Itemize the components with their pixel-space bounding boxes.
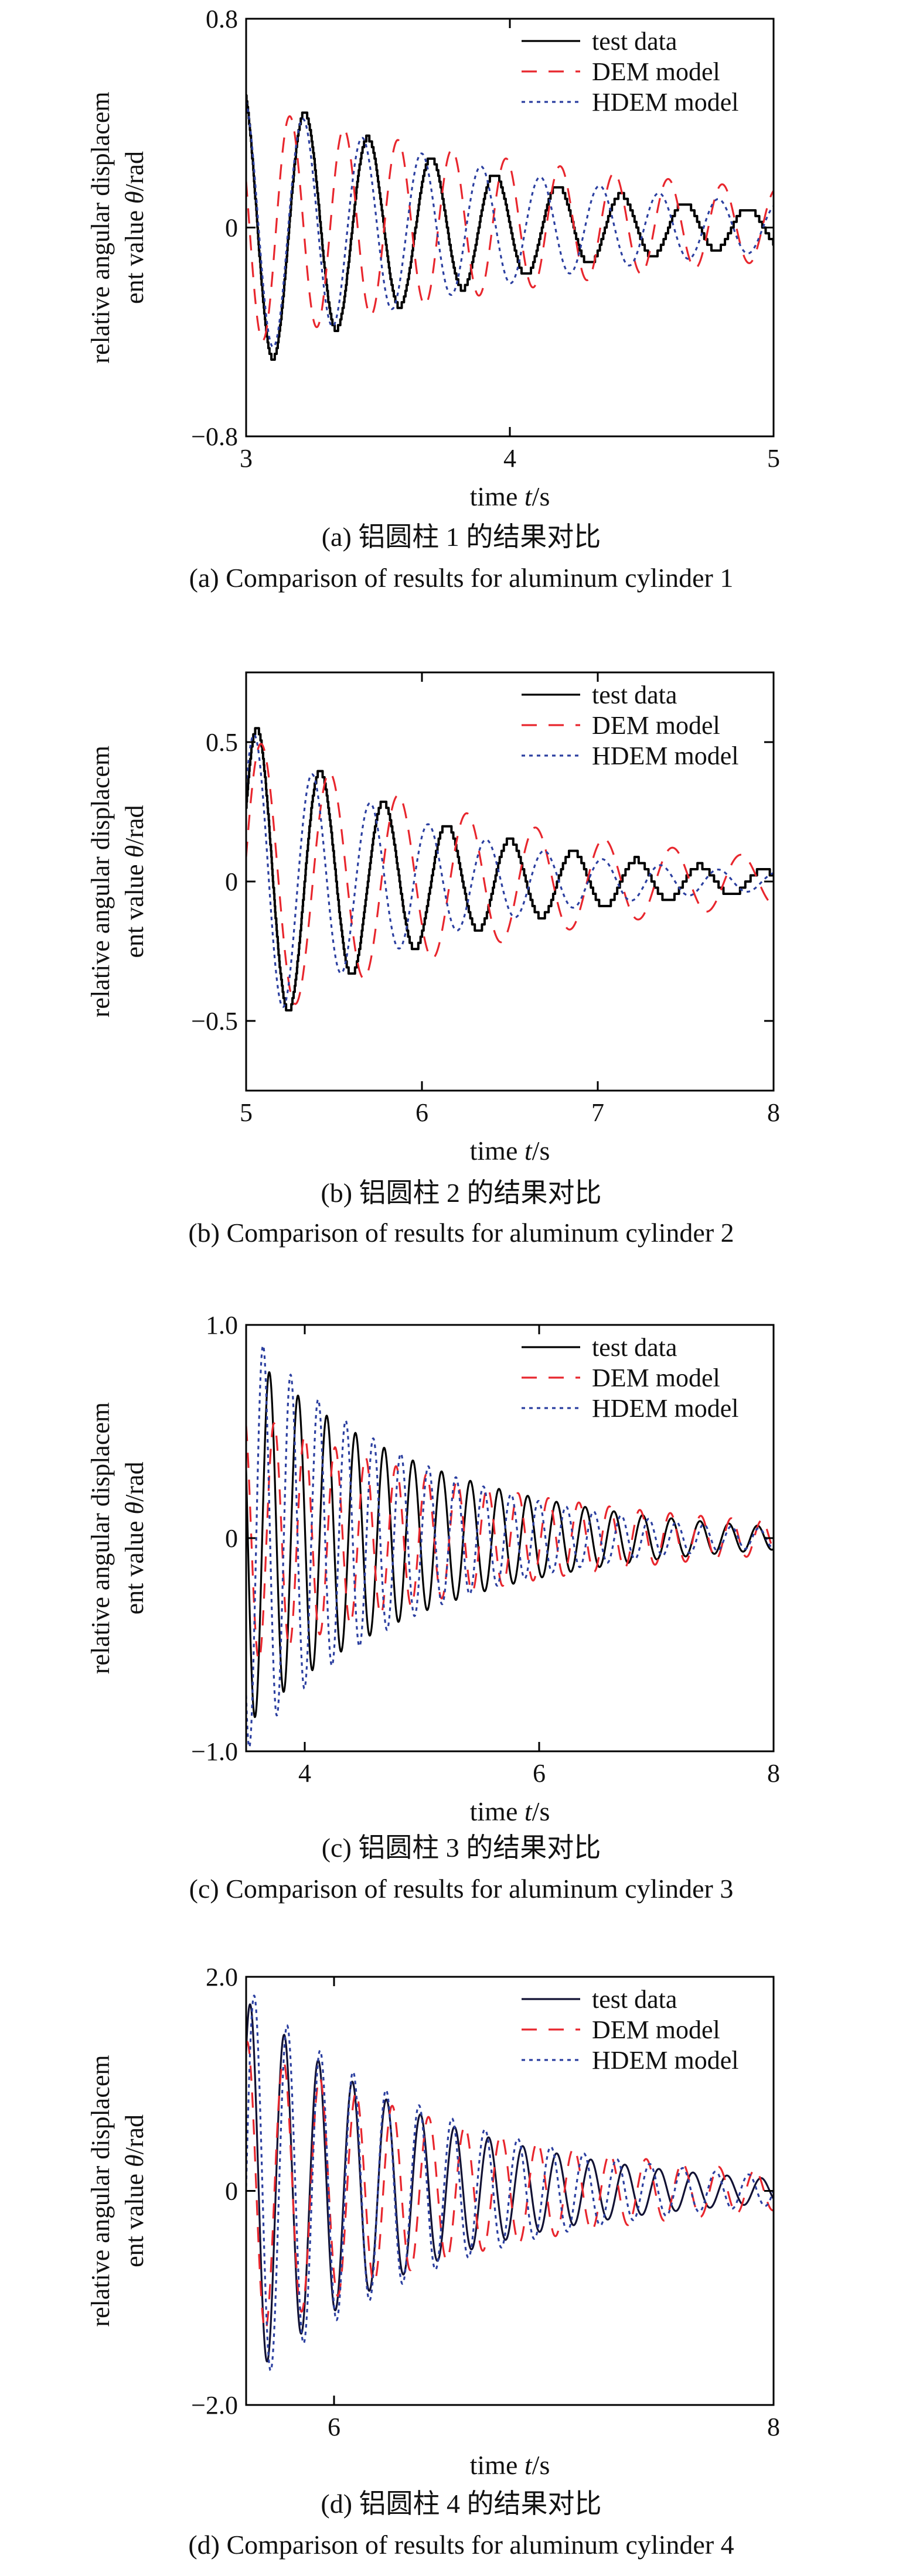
y-axis-label-line1: relative angular displacem	[86, 91, 115, 363]
series-line-hdem-model	[246, 733, 774, 1008]
series-group	[246, 727, 774, 1012]
chart-panel-4: 6 8 −2.0 0 2.0 time t/s relative angular displ…	[86, 1963, 780, 2560]
caption-english: (c) Comparison of results for aluminum c…	[189, 1874, 734, 1904]
y-axis-label-line2: ent value θ/rad	[120, 151, 149, 304]
chart-panel-3: 4 6 8 −1.0 0 1.0 time t/s relative angular disp…	[86, 1311, 780, 1904]
legend-label: test data	[592, 1333, 677, 1362]
caption-chinese: (d) 铝圆柱 4 的结果对比	[321, 2489, 601, 2519]
y-tick-label: 0	[225, 2177, 238, 2206]
series-line-hdem-model	[246, 1994, 774, 2372]
x-axis-label: time t/s	[470, 2450, 550, 2480]
chart-panel-2: 5 6 7 8 −0.5 0 0.5 time t/s relative angular dis…	[86, 671, 780, 1248]
series-line-test-data	[246, 94, 774, 361]
series-line-dem-model	[246, 743, 774, 1005]
x-tick-label: 3	[240, 444, 253, 473]
legend-label: test data	[592, 1985, 677, 2014]
x-axis-label: time t/s	[470, 1796, 550, 1826]
x-tick-label: 8	[767, 1098, 780, 1127]
series-line-test-data	[246, 1371, 774, 1719]
x-tick-label: 6	[533, 1759, 546, 1788]
caption-chinese: (a) 铝圆柱 1 的结果对比	[322, 522, 601, 552]
legend-label: HDEM model	[592, 2046, 739, 2075]
x-tick-label: 6	[415, 1098, 428, 1127]
y-axis-label-line2: ent value θ/rad	[120, 1461, 149, 1614]
legend-label: HDEM model	[592, 1394, 739, 1423]
x-tick-label: 8	[767, 2413, 780, 2441]
series-group	[246, 1344, 774, 1748]
y-tick-label: 1.0	[206, 1311, 238, 1340]
x-tick-label: 5	[240, 1098, 253, 1127]
y-tick-label: 0	[225, 1524, 238, 1553]
legend-label: HDEM model	[592, 742, 739, 770]
y-tick-label: −0.8	[191, 422, 238, 451]
caption-english: (b) Comparison of results for aluminum c…	[188, 1218, 734, 1248]
series-group	[246, 1994, 774, 2372]
caption-english: (a) Comparison of results for aluminum c…	[189, 563, 734, 593]
y-tick-label: 0.8	[206, 5, 238, 33]
y-tick-label: −1.0	[191, 1737, 238, 1766]
caption-chinese: (b) 铝圆柱 2 的结果对比	[321, 1178, 601, 1208]
x-tick-label: 7	[591, 1098, 604, 1127]
series-line-dem-model	[246, 2041, 774, 2331]
x-tick-label: 6	[328, 2413, 340, 2441]
legend-label: DEM model	[592, 2015, 720, 2044]
caption-chinese: (c) 铝圆柱 3 的结果对比	[322, 1833, 601, 1863]
y-axis-label-line1: relative angular displacem	[86, 2055, 115, 2326]
y-tick-label: 0	[225, 214, 238, 242]
legend-label: DEM model	[592, 57, 720, 86]
series-group	[246, 94, 774, 361]
legend-label: DEM model	[592, 711, 720, 740]
x-tick-label: 8	[767, 1759, 780, 1788]
series-line-test-data	[246, 727, 774, 1012]
x-axis-label: time t/s	[470, 1136, 550, 1166]
x-axis-label: time t/s	[470, 481, 550, 511]
y-axis-label-line1: relative angular displacem	[86, 746, 115, 1017]
y-tick-label: 0.5	[206, 728, 238, 757]
y-axis-label-line1: relative angular displacem	[86, 1402, 115, 1674]
x-tick-label: 4	[503, 444, 516, 473]
series-line-hdem-model	[246, 1344, 774, 1748]
y-tick-label: 0	[225, 867, 238, 896]
y-axis-label-line2: ent value θ/rad	[120, 2114, 149, 2267]
y-axis-label-line2: ent value θ/rad	[120, 805, 149, 958]
series-line-hdem-model	[246, 101, 774, 349]
caption-english: (d) Comparison of results for aluminum c…	[188, 2530, 734, 2560]
y-tick-label: 2.0	[206, 1963, 238, 1991]
legend-label: DEM model	[592, 1364, 720, 1392]
series-line-dem-model	[246, 1422, 774, 1661]
y-tick-label: −0.5	[191, 1007, 238, 1036]
chart-panel-1: 3 4 5 −0.8 0 0.8 time t/s relative angular disp…	[86, 5, 780, 593]
x-tick-label: 4	[298, 1759, 311, 1788]
x-tick-label: 5	[767, 444, 780, 473]
legend-label: HDEM model	[592, 88, 739, 117]
legend-label: test data	[592, 27, 677, 56]
legend-label: test data	[592, 681, 677, 709]
y-tick-label: −2.0	[191, 2391, 238, 2420]
